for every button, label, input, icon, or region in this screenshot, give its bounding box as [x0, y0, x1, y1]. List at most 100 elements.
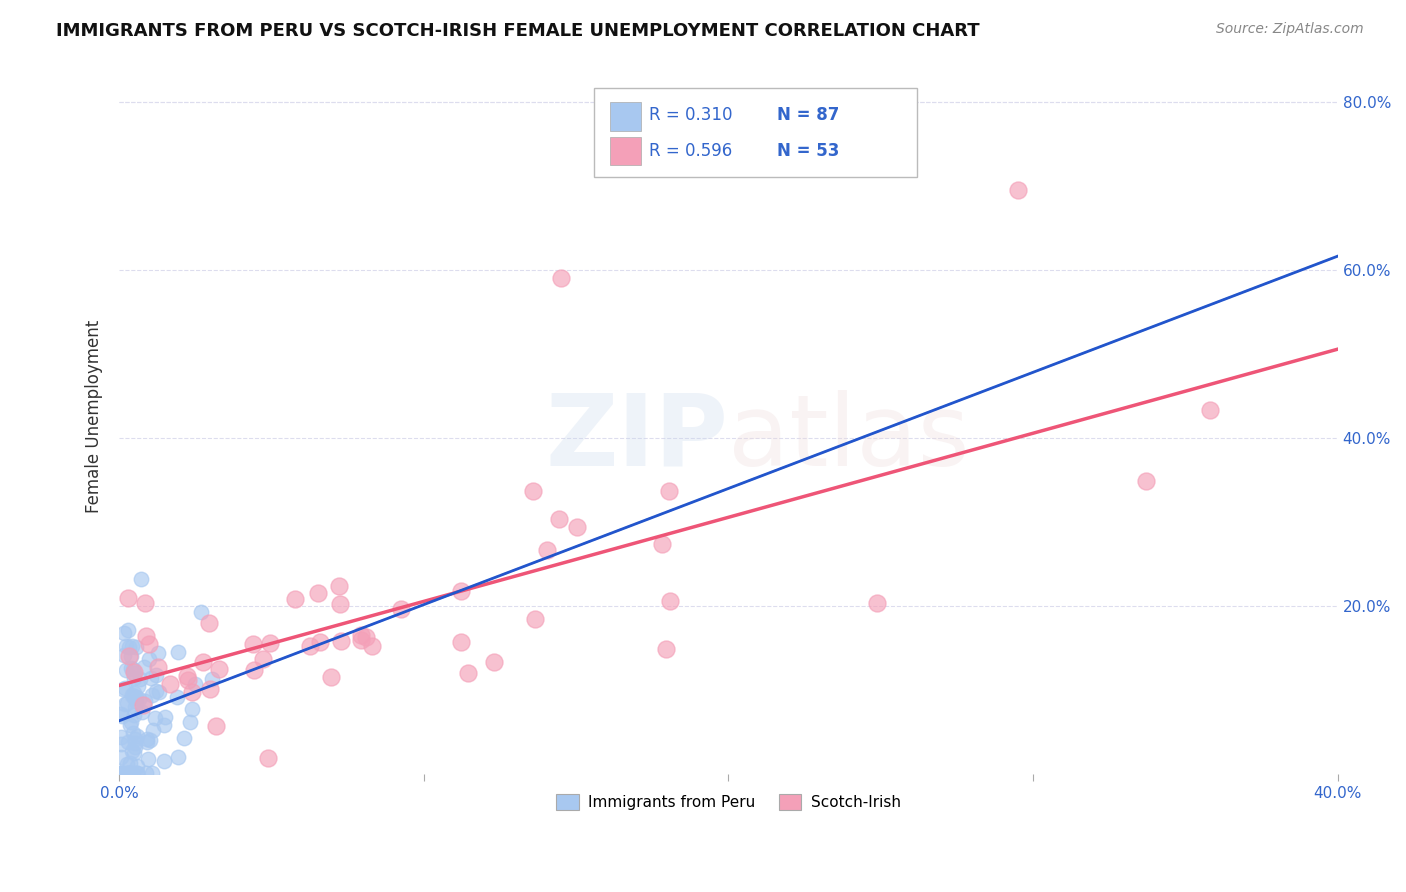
Point	[284, 591, 307, 606]
Point	[138, 652, 160, 666]
Point	[111, 681, 134, 696]
Point	[181, 685, 204, 699]
Point	[658, 593, 681, 607]
Point	[129, 572, 152, 586]
Point	[124, 746, 146, 760]
Point	[148, 684, 170, 698]
Point	[450, 583, 472, 598]
Point	[1007, 183, 1029, 197]
Point	[198, 616, 221, 631]
Point	[350, 633, 373, 648]
Point	[111, 709, 134, 723]
Point	[135, 766, 157, 780]
Text: ZIP: ZIP	[546, 390, 728, 487]
Y-axis label: Female Unemployment: Female Unemployment	[86, 320, 103, 514]
Point	[122, 671, 145, 685]
Point	[118, 640, 141, 655]
Point	[450, 635, 472, 649]
Point	[110, 706, 132, 721]
Text: R = 0.596: R = 0.596	[650, 142, 733, 160]
Point	[125, 690, 148, 704]
Point	[117, 766, 139, 780]
Point	[117, 766, 139, 780]
Point	[124, 666, 146, 681]
Point	[110, 750, 132, 764]
Point	[651, 537, 673, 551]
Point	[146, 660, 169, 674]
Point	[141, 766, 163, 780]
Point	[142, 723, 165, 737]
Point	[127, 766, 149, 780]
Text: atlas: atlas	[728, 390, 970, 487]
Point	[110, 766, 132, 780]
Point	[328, 579, 350, 593]
Point	[118, 717, 141, 731]
Point	[112, 648, 135, 663]
Point	[176, 669, 198, 683]
Point	[457, 666, 479, 681]
Point	[152, 718, 174, 732]
Point	[122, 662, 145, 676]
Point	[127, 679, 149, 693]
FancyBboxPatch shape	[595, 88, 917, 178]
Point	[159, 677, 181, 691]
Point	[184, 676, 207, 690]
Point	[114, 639, 136, 653]
Point	[127, 730, 149, 744]
Point	[124, 739, 146, 754]
Point	[121, 688, 143, 702]
Point	[153, 755, 176, 769]
Point	[117, 591, 139, 606]
Point	[121, 744, 143, 758]
Point	[658, 483, 681, 498]
Point	[121, 766, 143, 780]
Point	[131, 706, 153, 720]
Point	[122, 665, 145, 679]
Point	[252, 651, 274, 665]
Point	[122, 707, 145, 722]
Point	[361, 639, 384, 653]
Legend: Immigrants from Peru, Scotch-Irish: Immigrants from Peru, Scotch-Irish	[550, 789, 907, 816]
Point	[118, 649, 141, 664]
Point	[319, 670, 342, 684]
Point	[179, 714, 201, 729]
Text: Source: ZipAtlas.com: Source: ZipAtlas.com	[1216, 22, 1364, 37]
Point	[1135, 475, 1157, 489]
Point	[122, 686, 145, 700]
Point	[524, 612, 547, 626]
Point	[257, 751, 280, 765]
Point	[127, 766, 149, 780]
Point	[114, 698, 136, 712]
Point	[259, 636, 281, 650]
Point	[127, 759, 149, 773]
Point	[536, 543, 558, 558]
Point	[136, 735, 159, 749]
Point	[117, 766, 139, 780]
Point	[121, 639, 143, 653]
Point	[143, 711, 166, 725]
Point	[145, 668, 167, 682]
Point	[330, 634, 353, 648]
Point	[205, 718, 228, 732]
Point	[522, 483, 544, 498]
Point	[134, 596, 156, 610]
Point	[329, 597, 352, 611]
Point	[139, 671, 162, 685]
Point	[548, 512, 571, 526]
Point	[122, 690, 145, 704]
Point	[177, 673, 200, 687]
Point	[110, 731, 132, 745]
Point	[354, 630, 377, 644]
Text: N = 53: N = 53	[778, 142, 839, 160]
Point	[115, 757, 138, 772]
FancyBboxPatch shape	[610, 136, 641, 165]
Text: N = 87: N = 87	[778, 106, 839, 124]
Point	[114, 681, 136, 696]
Point	[120, 715, 142, 730]
Point	[1199, 402, 1222, 417]
Point	[166, 690, 188, 704]
Point	[125, 694, 148, 708]
Point	[307, 586, 329, 600]
Point	[298, 639, 321, 653]
Point	[655, 641, 678, 656]
